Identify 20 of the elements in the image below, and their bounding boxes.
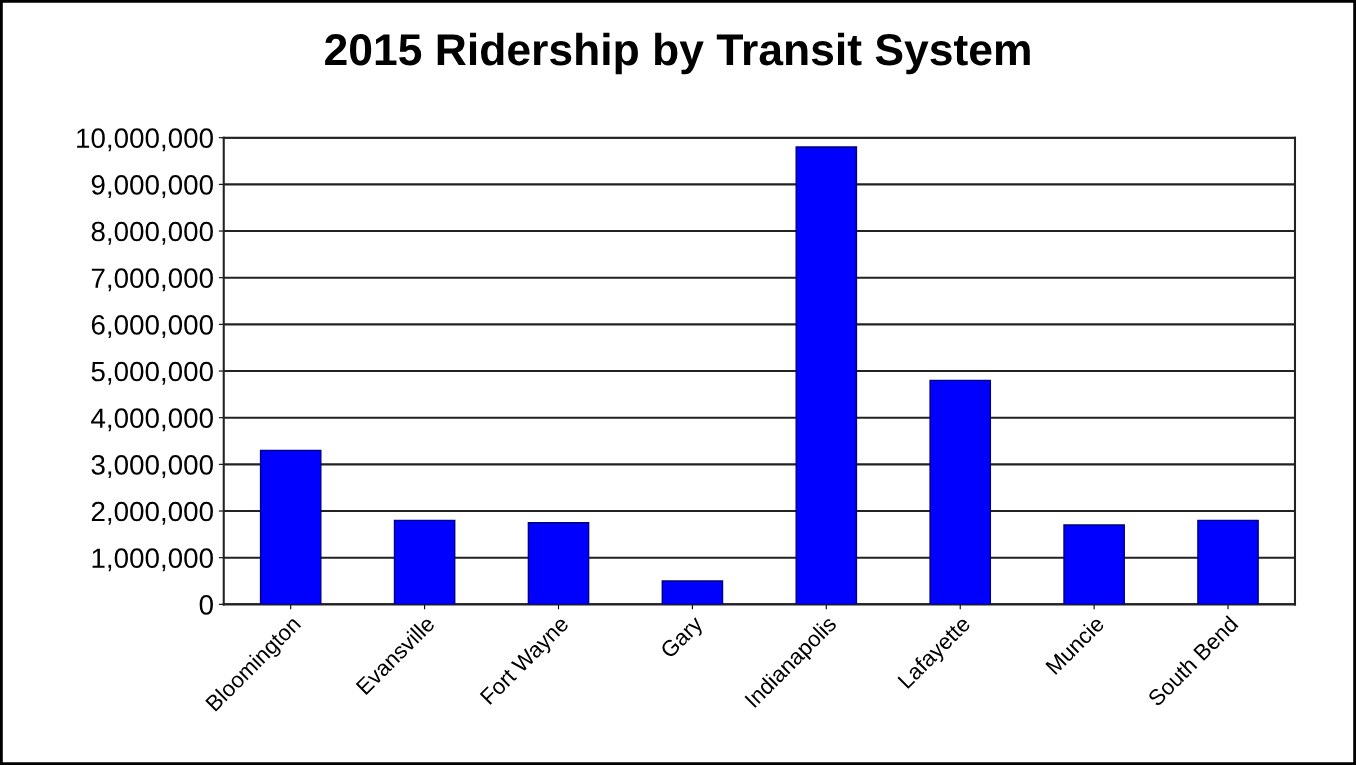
bar xyxy=(393,519,456,605)
y-tick-label: 1,000,000 xyxy=(92,548,213,572)
y-tick-label: 8,000,000 xyxy=(91,221,213,245)
y-tick-label: 7,000,000 xyxy=(91,268,213,292)
chart-title: 2015 Ridership by Transit System xyxy=(325,32,1030,75)
y-tick-label: 5,000,000 xyxy=(91,361,213,385)
bar xyxy=(661,580,724,605)
bar xyxy=(1063,524,1125,605)
bar xyxy=(527,521,590,605)
y-tick-label: 4,000,000 xyxy=(91,408,213,432)
y-tick-label: 2,000,000 xyxy=(91,501,213,525)
y-tick-label: 3,000,000 xyxy=(91,455,213,478)
y-tick-label: 0 xyxy=(199,595,213,615)
bar xyxy=(929,379,992,605)
bar xyxy=(1197,519,1259,605)
bar xyxy=(259,449,322,605)
y-tick-label: 6,000,000 xyxy=(91,315,213,338)
y-tick-label: 9,000,000 xyxy=(91,175,213,198)
y-tick-label: 10,000,000 xyxy=(77,128,213,152)
bar xyxy=(795,146,858,605)
